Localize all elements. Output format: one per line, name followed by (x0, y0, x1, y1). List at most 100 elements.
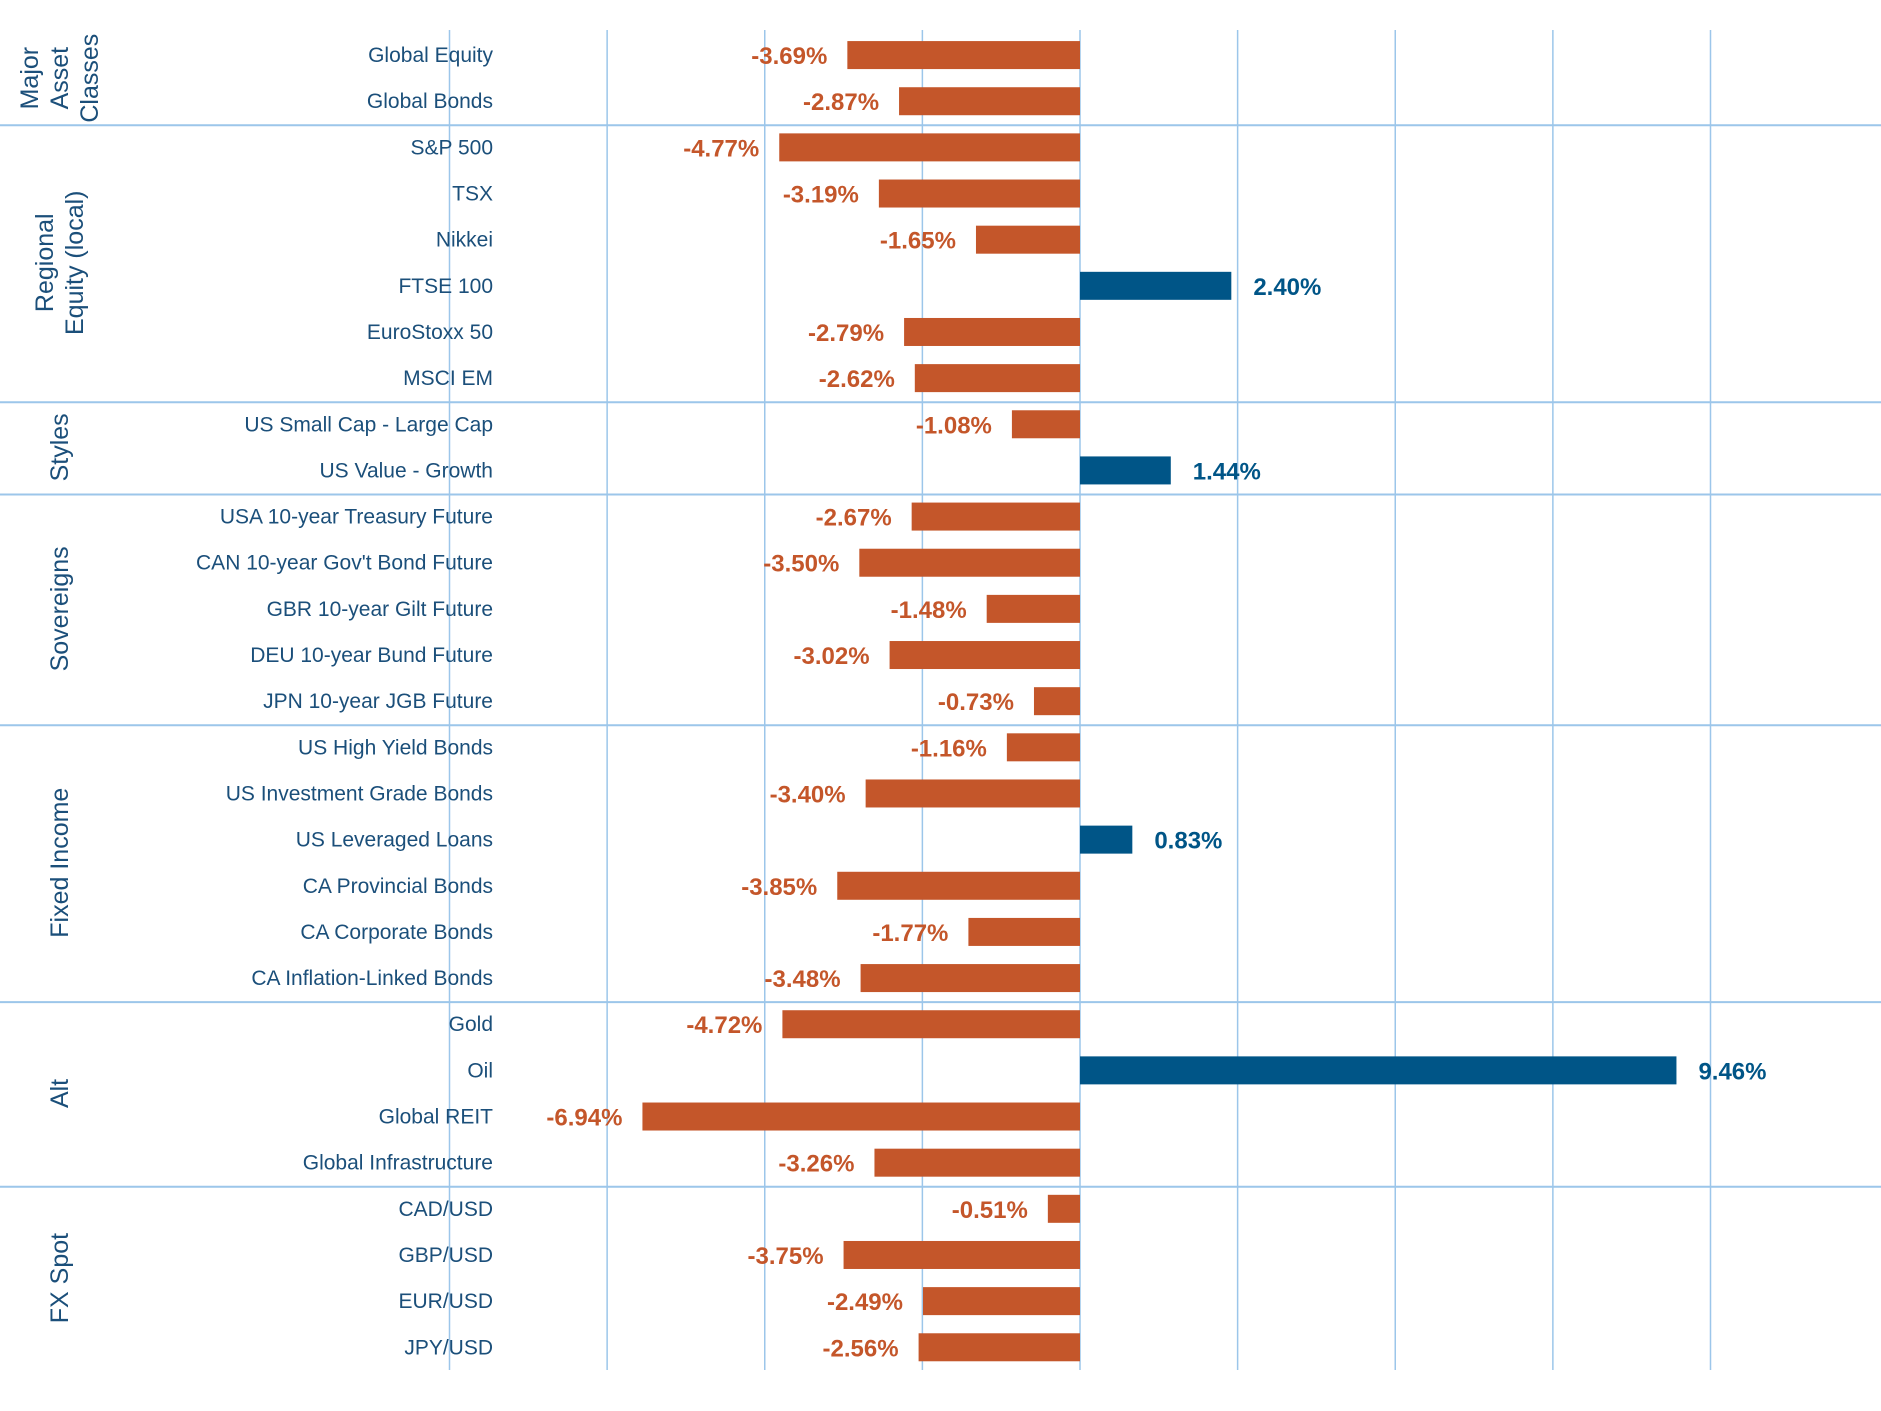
data-label: -0.73% (938, 689, 1014, 716)
bar-negative (914, 364, 1080, 393)
bar-negative (779, 133, 1080, 162)
bar-negative (889, 641, 1080, 670)
bar-negative (1011, 410, 1080, 439)
data-label: -6.94% (546, 1105, 622, 1132)
data-label: -2.56% (823, 1335, 899, 1362)
bar-negative (878, 179, 1080, 208)
category-label: Gold (449, 1013, 493, 1036)
data-label: 9.46% (1698, 1058, 1766, 1085)
data-label: -1.08% (916, 412, 992, 439)
bar-positive (1080, 456, 1171, 485)
bar-negative (874, 1148, 1080, 1177)
bar-negative (975, 225, 1080, 254)
category-label: S&P 500 (410, 136, 493, 159)
bar-negative (1006, 733, 1080, 762)
bar-negative (923, 1287, 1080, 1316)
data-label: -1.16% (911, 735, 987, 762)
group-label: Major (16, 47, 44, 110)
data-label: -2.49% (827, 1289, 903, 1316)
bar-negative (986, 594, 1080, 623)
category-label: US Value - Growth (319, 459, 493, 482)
data-label: -0.51% (952, 1197, 1028, 1224)
group-label: Styles (46, 413, 74, 481)
category-label: EuroStoxx 50 (367, 321, 493, 344)
category-label: US Investment Grade Bonds (226, 782, 493, 805)
bar-positive (1080, 271, 1232, 300)
category-label: FTSE 100 (398, 275, 493, 298)
category-label: Global Equity (368, 44, 493, 67)
category-label: JPN 10-year JGB Future (263, 690, 493, 713)
data-label: -2.79% (808, 320, 884, 347)
category-label: CA Inflation-Linked Bonds (251, 967, 493, 990)
data-label: -1.77% (872, 920, 948, 947)
bar-negative (1047, 1194, 1080, 1223)
data-label: -3.26% (778, 1151, 854, 1178)
data-label: -3.19% (783, 182, 859, 209)
bar-negative (968, 917, 1080, 946)
bar-negative (843, 1240, 1080, 1269)
bar-negative (899, 87, 1080, 116)
category-label: CA Corporate Bonds (300, 921, 493, 944)
category-label: US Leveraged Loans (296, 829, 493, 852)
bar-negative (1033, 687, 1080, 716)
data-label: -3.50% (763, 551, 839, 578)
group-label: Fixed Income (46, 788, 74, 938)
category-label: CAN 10-year Gov't Bond Future (196, 552, 493, 575)
group-label: Sovereigns (46, 546, 74, 671)
data-label: -2.67% (816, 505, 892, 532)
data-label: -1.65% (880, 228, 956, 255)
bar-negative (837, 871, 1080, 900)
bar-negative (865, 779, 1080, 808)
category-label: Nikkei (436, 229, 493, 252)
bar-negative (904, 317, 1080, 346)
category-label: CAD/USD (398, 1198, 493, 1221)
category-label: Global Bonds (367, 90, 493, 113)
category-label: CA Provincial Bonds (303, 875, 493, 898)
category-label: GBP/USD (398, 1244, 493, 1267)
data-label: -3.85% (741, 874, 817, 901)
bar-negative (860, 964, 1080, 993)
group-label: Regional (31, 213, 59, 312)
data-label: -2.87% (803, 89, 879, 116)
category-label: GBR 10-year Gilt Future (267, 598, 493, 621)
data-label: 2.40% (1253, 274, 1321, 301)
data-label: -1.48% (891, 597, 967, 624)
bar-positive (1080, 1056, 1677, 1085)
category-label: EUR/USD (398, 1290, 493, 1313)
category-label: MSCI EM (403, 367, 493, 390)
category-label: DEU 10-year Bund Future (250, 644, 493, 667)
group-label: Classes (76, 34, 104, 123)
data-label: -3.75% (748, 1243, 824, 1270)
bar-negative (782, 1010, 1080, 1039)
bar-negative (642, 1102, 1080, 1131)
data-label: -3.40% (770, 781, 846, 808)
category-label: Global Infrastructure (303, 1152, 493, 1175)
bar-negative (859, 548, 1080, 577)
category-label: Oil (467, 1059, 493, 1082)
bar-negative (911, 502, 1080, 531)
bar-positive (1080, 825, 1133, 854)
bar-negative (847, 41, 1080, 70)
data-label: -4.72% (686, 1012, 762, 1039)
data-label: -2.62% (819, 366, 895, 393)
group-label: Asset (46, 47, 74, 110)
group-separators (0, 124, 1881, 1188)
data-label: 0.83% (1154, 828, 1222, 855)
data-label: -4.77% (683, 135, 759, 162)
category-label: US Small Cap - Large Cap (244, 413, 493, 436)
labels: Global Equity -3.69% Global Bonds -2.87% Maj… (16, 34, 1767, 1363)
data-label: 1.44% (1193, 458, 1261, 485)
category-label: TSX (452, 183, 493, 206)
category-label: US High Yield Bonds (298, 736, 493, 759)
category-label: Global REIT (379, 1106, 494, 1129)
group-label: Alt (46, 1079, 74, 1108)
category-label: JPY/USD (404, 1336, 493, 1359)
group-label: FX Spot (46, 1233, 74, 1323)
category-label: USA 10-year Treasury Future (220, 506, 493, 529)
data-label: -3.02% (794, 643, 870, 670)
data-label: -3.69% (751, 43, 827, 70)
bars (642, 41, 1677, 1362)
bar-negative (918, 1333, 1080, 1362)
data-label: -3.48% (765, 966, 841, 993)
